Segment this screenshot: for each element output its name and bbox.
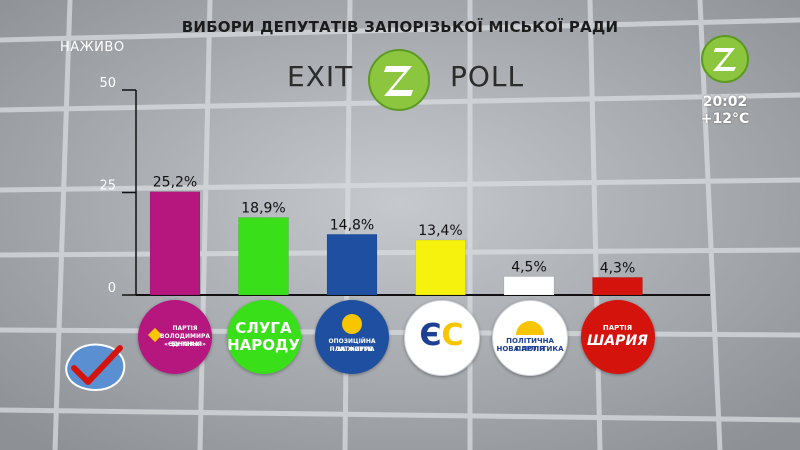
logo-text-line: – ЗА ЖИТТЯ — [331, 346, 373, 353]
bar-value-label-1: 25,2% — [153, 175, 197, 191]
z-channel-logo-icon — [368, 49, 430, 111]
logo-text-line: «ЄДНАННЯ» — [164, 341, 206, 348]
shariy-logo-icon: ПАРТІЯ ШАРИЯ — [580, 300, 655, 374]
bar-1 — [149, 191, 201, 296]
clock-widget: 20:02 +12°C — [690, 94, 760, 128]
chart-bars — [149, 191, 643, 296]
chart-value-labels: 25,2% 18,9% 14,8% 13,4% 4,5% 4,3% — [153, 175, 636, 277]
logo-text-line: ПОЛІТИЧНА ПАРТІЯ — [506, 337, 554, 353]
logo-text-line: НОВА ПОЛІТИКА — [496, 345, 564, 353]
z-channel-corner-logo-icon — [701, 35, 749, 83]
yes-logo-icon: ЄС — [403, 300, 480, 376]
logo-text-line: ЄС — [419, 318, 464, 353]
logo-text-line: ШАРИЯ — [587, 333, 648, 349]
logo-text-line: СЛУГА — [235, 319, 292, 337]
bar-2 — [238, 217, 289, 296]
bar-value-label-2: 18,9% — [241, 201, 285, 217]
exit-word: EXIT — [287, 60, 354, 93]
page-title: ВИБОРИ ДЕПУТАТІВ ЗАПОРІЗЬКОЇ МІСЬКОЇ РАД… — [181, 18, 619, 36]
logo-text-line: ОПОЗИЦІЙНА ПЛАТФОРМА — [328, 338, 376, 353]
bar-value-label-5: 4,5% — [511, 260, 547, 276]
y-tick-label: 25 — [99, 179, 116, 194]
bar-value-label-6: 4,3% — [600, 260, 636, 276]
bar-4 — [415, 239, 466, 296]
bar-6 — [592, 277, 643, 296]
yednannya-logo-icon: ПАРТІЯ ВОЛОДИМИРА БУРЯКА «ЄДНАННЯ» — [138, 300, 212, 374]
bar-3 — [326, 234, 378, 296]
sluha-narodu-logo-icon: СЛУГА НАРОДУ — [226, 300, 301, 374]
logo-text-line: ПАРТІЯ — [172, 325, 198, 332]
sun-icon — [516, 321, 544, 335]
sunflower-icon — [342, 314, 362, 334]
y-tick-label: 0 — [108, 281, 116, 296]
nova-polityka-logo-icon: ПОЛІТИЧНА ПАРТІЯ НОВА ПОЛІТИКА — [492, 300, 568, 376]
logo-text-line: НАРОДУ — [227, 336, 300, 354]
bar-value-label-3: 14,8% — [330, 217, 374, 233]
clock-time: 20:02 — [702, 94, 748, 110]
live-label: НАЖИВО — [60, 40, 125, 55]
logo-text-line: ВОЛОДИМИРА БУРЯКА — [159, 333, 211, 348]
y-tick-label: 50 — [99, 76, 116, 91]
bar-value-label-4: 13,4% — [418, 223, 462, 239]
opzzh-logo-icon: ОПОЗИЦІЙНА ПЛАТФОРМА – ЗА ЖИТТЯ — [315, 300, 389, 374]
clock-temperature: +12°C — [700, 111, 750, 127]
logo-text-line: ПАРТІЯ — [602, 324, 633, 332]
poll-word: POLL — [450, 60, 525, 93]
region-checkmark-icon — [65, 343, 126, 392]
bar-5 — [503, 276, 555, 296]
